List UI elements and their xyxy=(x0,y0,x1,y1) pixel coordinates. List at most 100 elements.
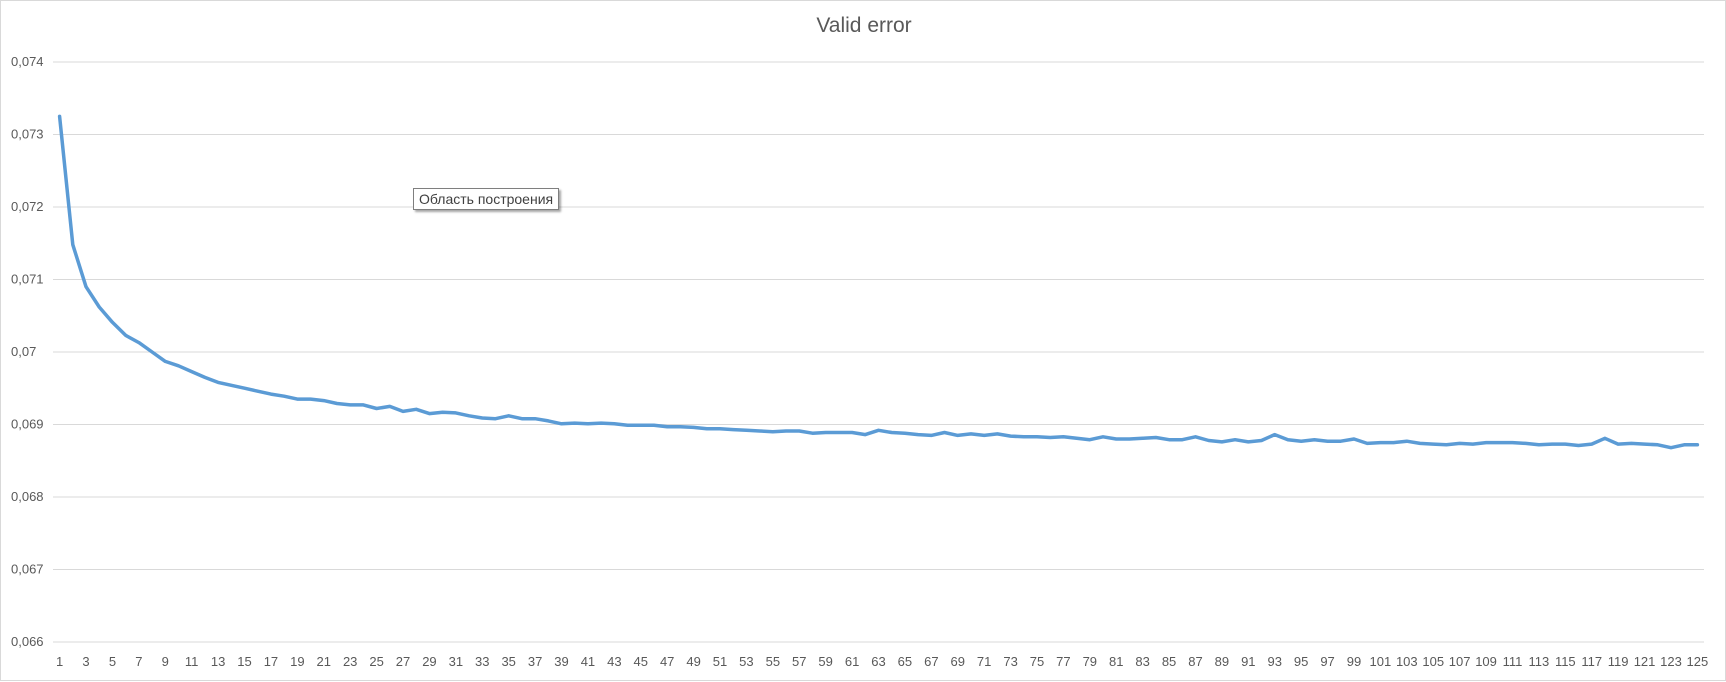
data-point[interactable] xyxy=(110,320,114,324)
data-point[interactable] xyxy=(1550,442,1554,446)
data-point[interactable] xyxy=(375,407,379,411)
data-point[interactable] xyxy=(1326,439,1330,443)
data-point[interactable] xyxy=(467,414,471,418)
data-point[interactable] xyxy=(1616,442,1620,446)
data-point[interactable] xyxy=(626,423,630,427)
data-point[interactable] xyxy=(1577,444,1581,448)
data-point[interactable] xyxy=(744,428,748,432)
data-point[interactable] xyxy=(1286,438,1290,442)
data-point[interactable] xyxy=(903,431,907,435)
data-point[interactable] xyxy=(1220,440,1224,444)
data-point[interactable] xyxy=(1048,436,1052,440)
data-point[interactable] xyxy=(71,243,75,247)
data-point[interactable] xyxy=(1695,443,1699,447)
data-point[interactable] xyxy=(943,430,947,434)
data-point[interactable] xyxy=(1180,438,1184,442)
data-point[interactable] xyxy=(1656,443,1660,447)
data-point[interactable] xyxy=(309,397,313,401)
data-point[interactable] xyxy=(190,370,194,374)
data-point[interactable] xyxy=(1246,440,1250,444)
data-point[interactable] xyxy=(137,341,141,345)
data-point[interactable] xyxy=(573,421,577,425)
data-point[interactable] xyxy=(705,427,709,431)
data-point[interactable] xyxy=(546,419,550,423)
data-point[interactable] xyxy=(401,409,405,413)
data-point[interactable] xyxy=(124,333,128,337)
data-point[interactable] xyxy=(718,427,722,431)
data-point[interactable] xyxy=(797,429,801,433)
data-point[interactable] xyxy=(969,432,973,436)
data-point[interactable] xyxy=(890,430,894,434)
data-point[interactable] xyxy=(599,421,603,425)
data-point[interactable] xyxy=(929,433,933,437)
data-point[interactable] xyxy=(995,432,999,436)
data-point[interactable] xyxy=(837,430,841,434)
data-point[interactable] xyxy=(454,411,458,415)
data-point[interactable] xyxy=(1193,435,1197,439)
data-point[interactable] xyxy=(863,433,867,437)
data-point[interactable] xyxy=(1418,441,1422,445)
data-point[interactable] xyxy=(1312,438,1316,442)
data-point[interactable] xyxy=(1009,434,1013,438)
data-point[interactable] xyxy=(956,433,960,437)
data-point[interactable] xyxy=(1114,437,1118,441)
data-point[interactable] xyxy=(810,431,814,435)
data-point[interactable] xyxy=(388,404,392,408)
data-point[interactable] xyxy=(1471,442,1475,446)
data-point[interactable] xyxy=(678,425,682,429)
data-point[interactable] xyxy=(1524,441,1528,445)
data-point[interactable] xyxy=(1510,441,1514,445)
series-line-valid-error[interactable] xyxy=(57,114,1700,450)
data-point[interactable] xyxy=(1405,439,1409,443)
data-point[interactable] xyxy=(1590,442,1594,446)
data-point[interactable] xyxy=(58,114,62,118)
data-point[interactable] xyxy=(771,430,775,434)
data-point[interactable] xyxy=(1035,435,1039,439)
data-point[interactable] xyxy=(243,386,247,390)
data-point[interactable] xyxy=(1484,441,1488,445)
data-point[interactable] xyxy=(586,422,590,426)
data-point[interactable] xyxy=(480,416,484,420)
data-point[interactable] xyxy=(1299,439,1303,443)
data-point[interactable] xyxy=(1075,436,1079,440)
data-point[interactable] xyxy=(1563,442,1567,446)
data-point[interactable] xyxy=(441,410,445,414)
data-point[interactable] xyxy=(1444,443,1448,447)
data-point[interactable] xyxy=(203,375,207,379)
data-point[interactable] xyxy=(176,364,180,368)
data-point[interactable] xyxy=(612,422,616,426)
data-point[interactable] xyxy=(1365,441,1369,445)
data-point[interactable] xyxy=(1643,442,1647,446)
data-point[interactable] xyxy=(1167,438,1171,442)
data-point[interactable] xyxy=(533,417,537,421)
data-point[interactable] xyxy=(982,433,986,437)
data-point[interactable] xyxy=(916,433,920,437)
data-point[interactable] xyxy=(414,407,418,411)
data-point[interactable] xyxy=(1061,435,1065,439)
data-point[interactable] xyxy=(335,401,339,405)
data-point[interactable] xyxy=(1233,438,1237,442)
data-point[interactable] xyxy=(1392,441,1396,445)
data-point[interactable] xyxy=(1088,438,1092,442)
data-point[interactable] xyxy=(520,417,524,421)
data-point[interactable] xyxy=(1260,438,1264,442)
data-point[interactable] xyxy=(1378,441,1382,445)
data-point[interactable] xyxy=(850,430,854,434)
data-point[interactable] xyxy=(1603,436,1607,440)
data-point[interactable] xyxy=(229,383,233,387)
data-point[interactable] xyxy=(216,380,220,384)
data-point[interactable] xyxy=(692,425,696,429)
data-point[interactable] xyxy=(1352,437,1356,441)
data-point[interactable] xyxy=(163,359,167,363)
data-point[interactable] xyxy=(348,403,352,407)
data-point[interactable] xyxy=(1537,443,1541,447)
data-point[interactable] xyxy=(758,429,762,433)
data-point[interactable] xyxy=(731,428,735,432)
data-point[interactable] xyxy=(1022,435,1026,439)
data-point[interactable] xyxy=(1458,441,1462,445)
data-point[interactable] xyxy=(560,422,564,426)
data-point[interactable] xyxy=(97,305,101,309)
data-point[interactable] xyxy=(1431,442,1435,446)
